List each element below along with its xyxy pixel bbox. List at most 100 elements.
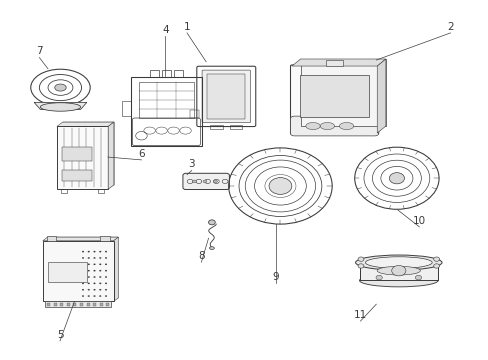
Bar xyxy=(229,125,242,129)
Polygon shape xyxy=(42,237,118,241)
Bar xyxy=(139,82,194,118)
Circle shape xyxy=(93,295,95,297)
Circle shape xyxy=(105,264,107,265)
Ellipse shape xyxy=(339,122,353,130)
Text: 10: 10 xyxy=(412,216,425,226)
Text: 8: 8 xyxy=(198,251,204,261)
Ellipse shape xyxy=(55,84,66,91)
Circle shape xyxy=(82,289,84,291)
Circle shape xyxy=(82,257,84,259)
Circle shape xyxy=(88,251,89,252)
Bar xyxy=(42,241,113,301)
Circle shape xyxy=(82,251,84,252)
Text: 5: 5 xyxy=(57,329,63,339)
Circle shape xyxy=(105,270,107,271)
Circle shape xyxy=(82,276,84,278)
Circle shape xyxy=(414,275,421,280)
Bar xyxy=(46,236,56,241)
Circle shape xyxy=(388,173,404,184)
Bar xyxy=(189,110,199,118)
Circle shape xyxy=(105,295,107,297)
Text: 7: 7 xyxy=(36,46,42,56)
Ellipse shape xyxy=(192,180,196,183)
Ellipse shape xyxy=(305,122,320,130)
Circle shape xyxy=(93,276,95,278)
Circle shape xyxy=(88,295,89,297)
Text: 3: 3 xyxy=(188,159,195,169)
Circle shape xyxy=(99,283,101,284)
Bar xyxy=(47,303,50,306)
FancyBboxPatch shape xyxy=(290,116,378,136)
Circle shape xyxy=(99,251,101,252)
Bar xyxy=(300,59,385,126)
FancyBboxPatch shape xyxy=(183,173,229,189)
Circle shape xyxy=(105,289,107,291)
Circle shape xyxy=(99,257,101,259)
Circle shape xyxy=(105,251,107,252)
Circle shape xyxy=(82,295,84,297)
Circle shape xyxy=(105,276,107,278)
Polygon shape xyxy=(57,122,114,126)
Bar xyxy=(67,303,70,306)
Circle shape xyxy=(88,257,89,259)
Text: 11: 11 xyxy=(353,310,366,320)
Bar xyxy=(131,77,202,145)
Circle shape xyxy=(82,283,84,284)
Circle shape xyxy=(88,289,89,291)
Text: 2: 2 xyxy=(447,22,453,32)
Text: 6: 6 xyxy=(138,149,144,158)
Circle shape xyxy=(99,289,101,291)
Bar xyxy=(210,125,223,129)
Bar xyxy=(61,170,92,181)
Bar xyxy=(80,303,83,306)
Circle shape xyxy=(433,257,439,261)
Bar xyxy=(325,60,343,66)
Circle shape xyxy=(93,283,95,284)
Circle shape xyxy=(88,283,89,284)
Bar xyxy=(57,126,108,189)
Text: 9: 9 xyxy=(272,272,278,282)
Circle shape xyxy=(99,276,101,278)
Bar xyxy=(106,303,109,306)
Polygon shape xyxy=(291,59,385,66)
Circle shape xyxy=(93,270,95,271)
Circle shape xyxy=(99,270,101,271)
Ellipse shape xyxy=(41,103,81,111)
Polygon shape xyxy=(62,122,114,185)
Circle shape xyxy=(391,265,405,276)
Circle shape xyxy=(88,264,89,265)
Circle shape xyxy=(82,264,84,265)
Circle shape xyxy=(105,257,107,259)
Bar xyxy=(61,147,92,161)
Circle shape xyxy=(93,264,95,265)
Circle shape xyxy=(93,257,95,259)
FancyBboxPatch shape xyxy=(290,65,378,134)
Circle shape xyxy=(88,276,89,278)
Bar xyxy=(60,303,63,306)
Ellipse shape xyxy=(320,122,334,130)
Bar xyxy=(173,71,183,77)
Bar xyxy=(207,74,244,119)
Bar xyxy=(54,303,57,306)
Bar xyxy=(47,262,86,282)
Circle shape xyxy=(268,177,291,194)
Circle shape xyxy=(99,264,101,265)
Ellipse shape xyxy=(203,180,206,183)
Text: 1: 1 xyxy=(183,22,190,32)
Polygon shape xyxy=(34,102,87,109)
Text: 4: 4 xyxy=(162,25,168,35)
Bar xyxy=(73,303,76,306)
Circle shape xyxy=(375,275,382,280)
Circle shape xyxy=(99,295,101,297)
Bar xyxy=(45,301,111,307)
Circle shape xyxy=(88,270,89,271)
Ellipse shape xyxy=(209,247,214,249)
FancyBboxPatch shape xyxy=(202,70,250,123)
Bar xyxy=(93,303,96,306)
Ellipse shape xyxy=(213,180,217,183)
Circle shape xyxy=(93,251,95,252)
Circle shape xyxy=(357,257,363,261)
Polygon shape xyxy=(108,122,114,189)
Polygon shape xyxy=(376,59,385,133)
Bar xyxy=(47,237,118,298)
